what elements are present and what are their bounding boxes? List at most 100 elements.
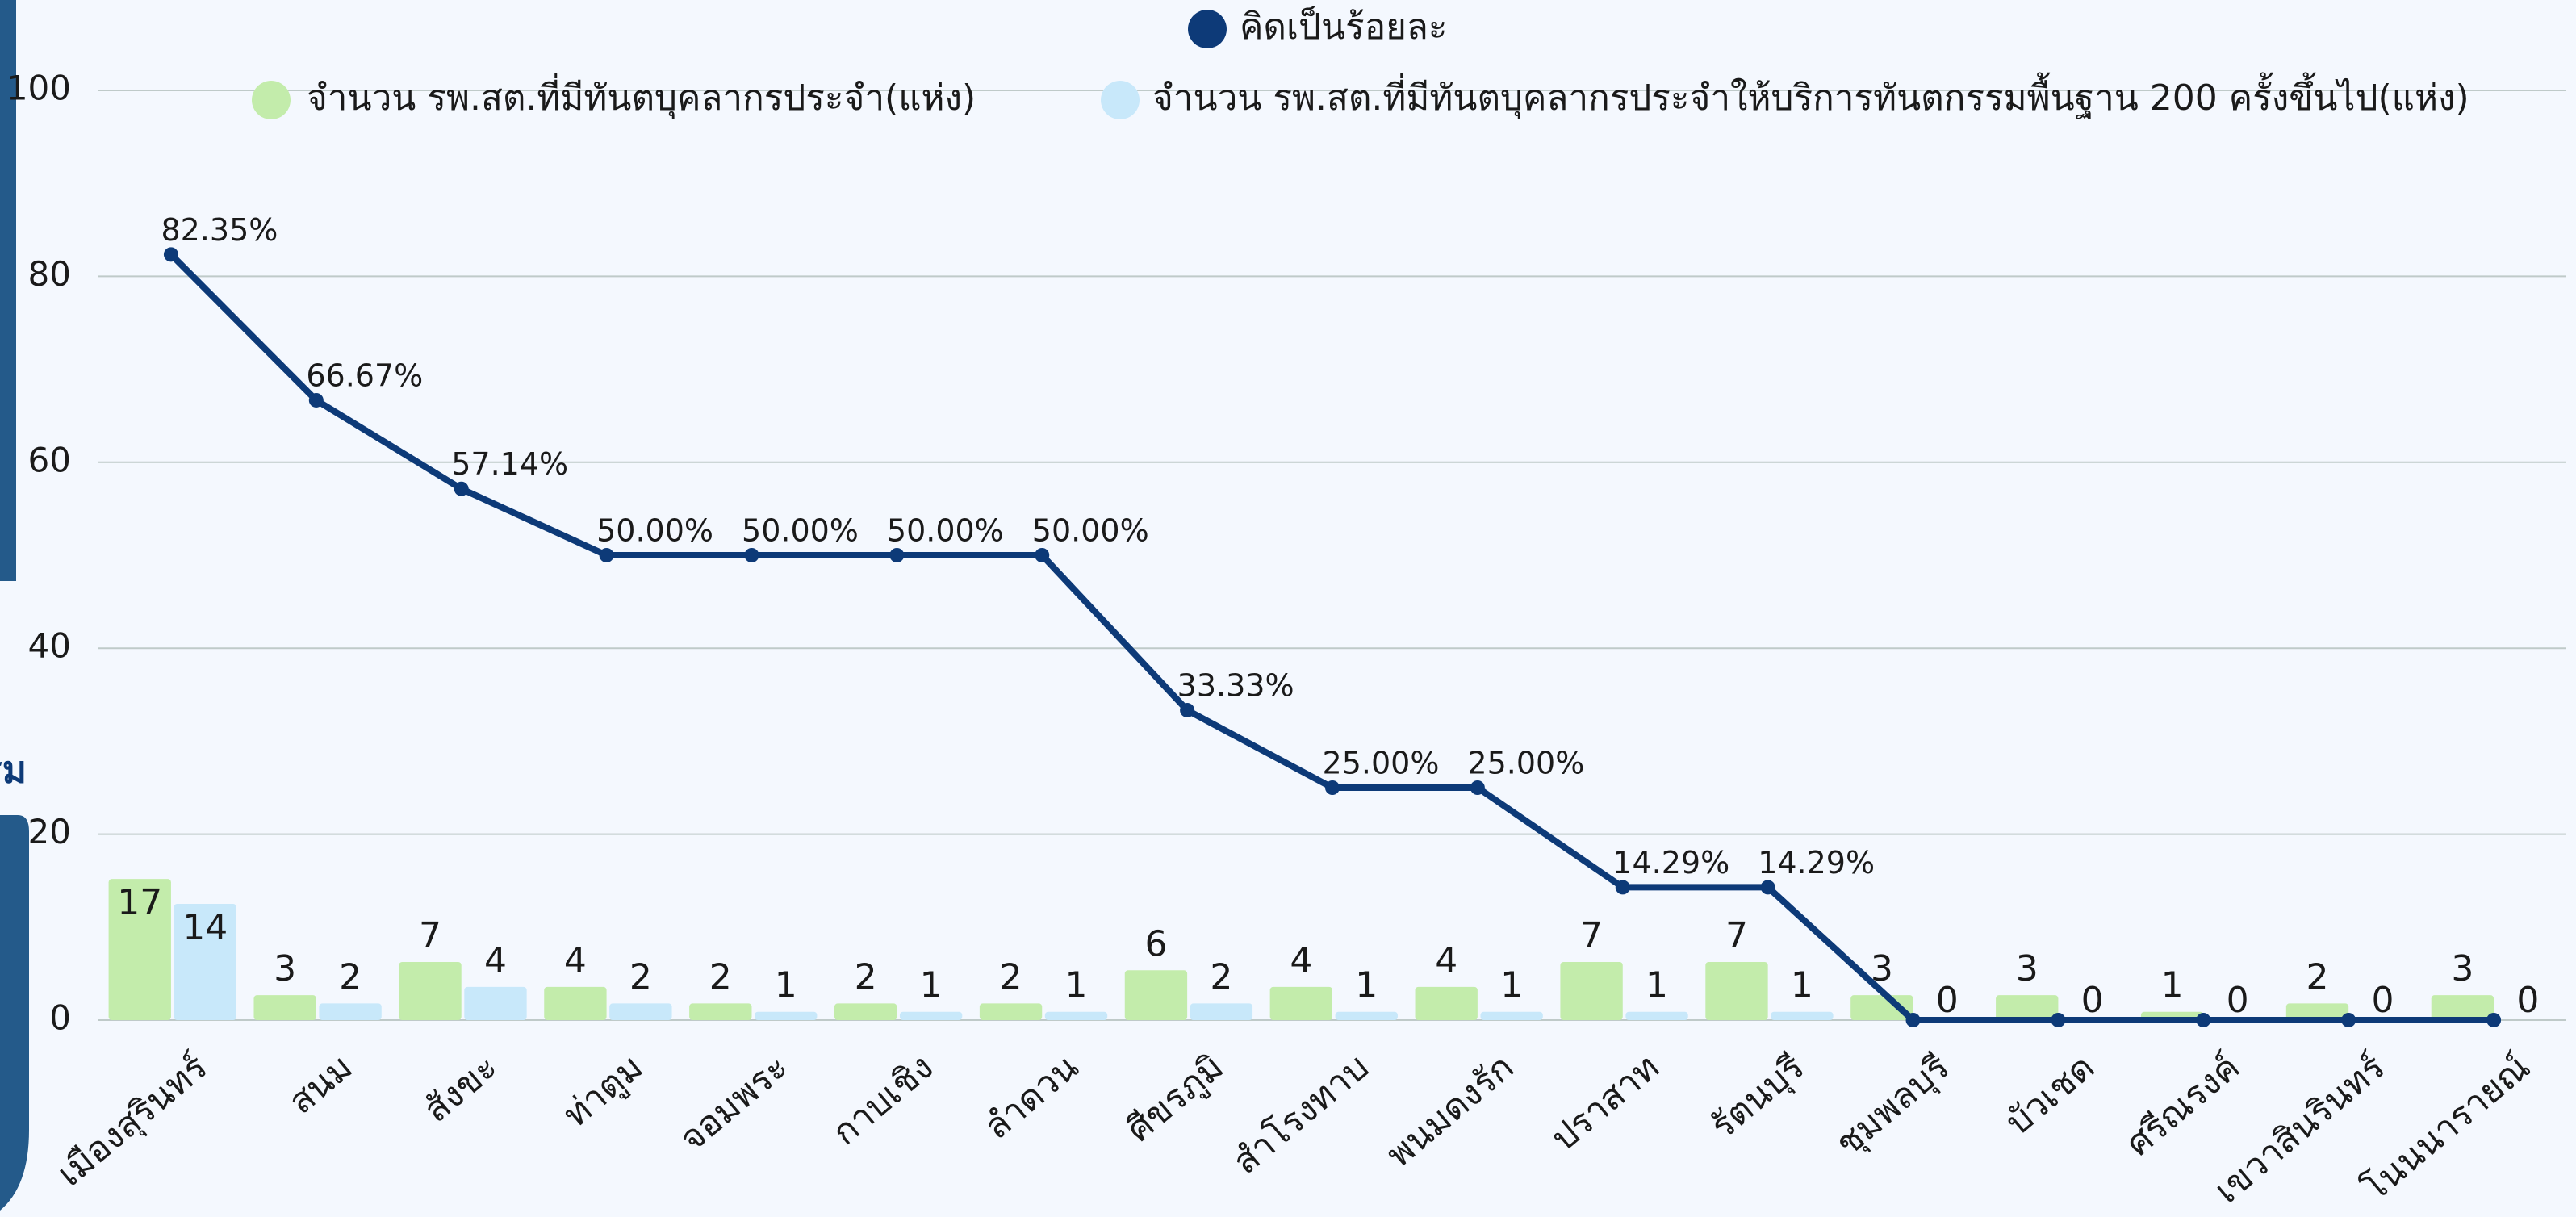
bar	[108, 879, 171, 1020]
y-tick-label: 40	[28, 626, 71, 666]
line-value-label: 25.00%	[1323, 746, 1440, 781]
line-value-label: 82.35%	[161, 212, 278, 248]
bar	[544, 986, 607, 1020]
bar-value-label: 2	[629, 956, 652, 997]
line-point	[1615, 880, 1630, 895]
bar-value-label: 6	[1144, 923, 1167, 964]
bar	[1560, 962, 1623, 1020]
line-point	[1905, 1013, 1921, 1027]
bar-value-label: 1	[1646, 965, 1668, 1006]
bar	[2285, 1003, 2349, 1020]
bar	[609, 1003, 672, 1020]
bar	[689, 1003, 752, 1020]
side-label: รม	[0, 748, 27, 792]
bar-value-label: 7	[1725, 915, 1748, 956]
y-tick-label: 100	[6, 69, 71, 108]
bar	[899, 1011, 963, 1020]
bar-value-label: 17	[117, 882, 162, 923]
bar	[1269, 986, 1332, 1020]
bar	[1705, 962, 1768, 1020]
x-tick-label: สนม	[281, 1047, 361, 1123]
bar-value-label: 3	[2451, 948, 2474, 989]
bar	[1625, 1011, 1688, 1020]
legend-swatch	[252, 81, 291, 119]
line-point	[1325, 780, 1340, 795]
x-tick-label: พนมดงรัก	[1379, 1047, 1522, 1176]
bar-value-label: 2	[339, 956, 362, 997]
line-value-label: 57.14%	[451, 446, 568, 482]
line-value-label: 33.33%	[1177, 668, 1294, 704]
line-point	[2341, 1013, 2356, 1027]
bar	[755, 1011, 818, 1020]
legend-label: คิดเป็นร้อยละ	[1240, 6, 1448, 48]
bar-value-label: 0	[1936, 980, 1959, 1021]
line-point	[2486, 1013, 2502, 1027]
x-tick-label: กาบเชิง	[825, 1047, 941, 1154]
bar-value-label: 3	[2016, 948, 2039, 989]
bar	[464, 986, 527, 1020]
y-tick-label: 60	[28, 440, 71, 479]
line-value-label: 25.00%	[1467, 746, 1584, 781]
bar	[174, 904, 236, 1020]
bar-value-label: 2	[1000, 956, 1022, 997]
bar	[319, 1003, 382, 1020]
bar	[1190, 1003, 1253, 1020]
side-strip	[0, 0, 16, 581]
line-value-label: 50.00%	[1032, 513, 1149, 549]
bar-value-label: 0	[2227, 980, 2249, 1021]
side-shape	[0, 815, 29, 1211]
y-tick-label: 0	[49, 998, 71, 1038]
x-tick-label: บัวเชด	[1998, 1047, 2102, 1144]
bar-value-label: 1	[2161, 965, 2184, 1006]
bar-value-label: 4	[564, 940, 587, 981]
bar-value-label: 7	[1580, 915, 1603, 956]
x-tick-label: รัตนบุรี	[1703, 1047, 1813, 1148]
bar-value-label: 2	[1210, 956, 1232, 997]
line	[169, 252, 2494, 1023]
line-value-label: 50.00%	[596, 513, 713, 549]
x-tick-label: ศรีณรงค์	[2118, 1047, 2248, 1165]
bar-value-label: 0	[2516, 980, 2539, 1021]
x-tick-label: จอมพระ	[672, 1047, 796, 1160]
line-point	[744, 548, 759, 562]
line-point	[1035, 548, 1050, 562]
bar	[979, 1003, 1043, 1020]
line-value-label: 50.00%	[742, 513, 859, 549]
line-value-label: 66.67%	[306, 358, 423, 393]
x-tick-label: ลำดวน	[976, 1047, 1086, 1148]
line-value-label: 14.29%	[1758, 845, 1875, 880]
line-point	[1180, 703, 1195, 718]
bar-value-label: 4	[1435, 940, 1457, 981]
bar-value-label: 1	[1500, 965, 1523, 1006]
line-point	[889, 548, 905, 562]
bar	[1415, 986, 1478, 1020]
bar	[1335, 1011, 1398, 1020]
line-point	[2196, 1013, 2211, 1027]
bar-value-label: 3	[274, 948, 296, 989]
bar-value-label: 1	[775, 965, 797, 1006]
bar	[399, 962, 462, 1020]
y-tick-label: 80	[28, 254, 71, 294]
bar	[1124, 970, 1188, 1020]
bar-value-label: 14	[182, 907, 228, 948]
bar-value-label: 1	[1355, 965, 1378, 1006]
bar	[1996, 995, 2059, 1020]
legend-label: จำนวน รพ.สต.ที่มีทันตบุคลากรประจำให้บริก…	[1152, 72, 2469, 119]
line-value-label: 14.29%	[1612, 845, 1729, 880]
legend-swatch	[1188, 10, 1227, 48]
line-point	[308, 392, 324, 408]
bar-value-label: 1	[920, 965, 943, 1006]
bar-value-label: 0	[2081, 980, 2104, 1021]
bar-value-label: 0	[2371, 980, 2394, 1021]
bar	[1771, 1011, 1834, 1020]
bar	[2431, 995, 2494, 1020]
bar-value-label: 4	[1290, 940, 1312, 981]
line-point	[1470, 780, 1485, 795]
legend-label: จำนวน รพ.สต.ที่มีทันตบุคลากรประจำ(แห่ง)	[307, 73, 976, 119]
bar-value-label: 2	[855, 956, 877, 997]
x-tick-label: สังขะ	[416, 1047, 506, 1131]
bar	[253, 995, 316, 1020]
bar-value-label: 4	[484, 940, 507, 981]
y-tick-label: 20	[28, 812, 71, 851]
line-point	[454, 481, 469, 496]
